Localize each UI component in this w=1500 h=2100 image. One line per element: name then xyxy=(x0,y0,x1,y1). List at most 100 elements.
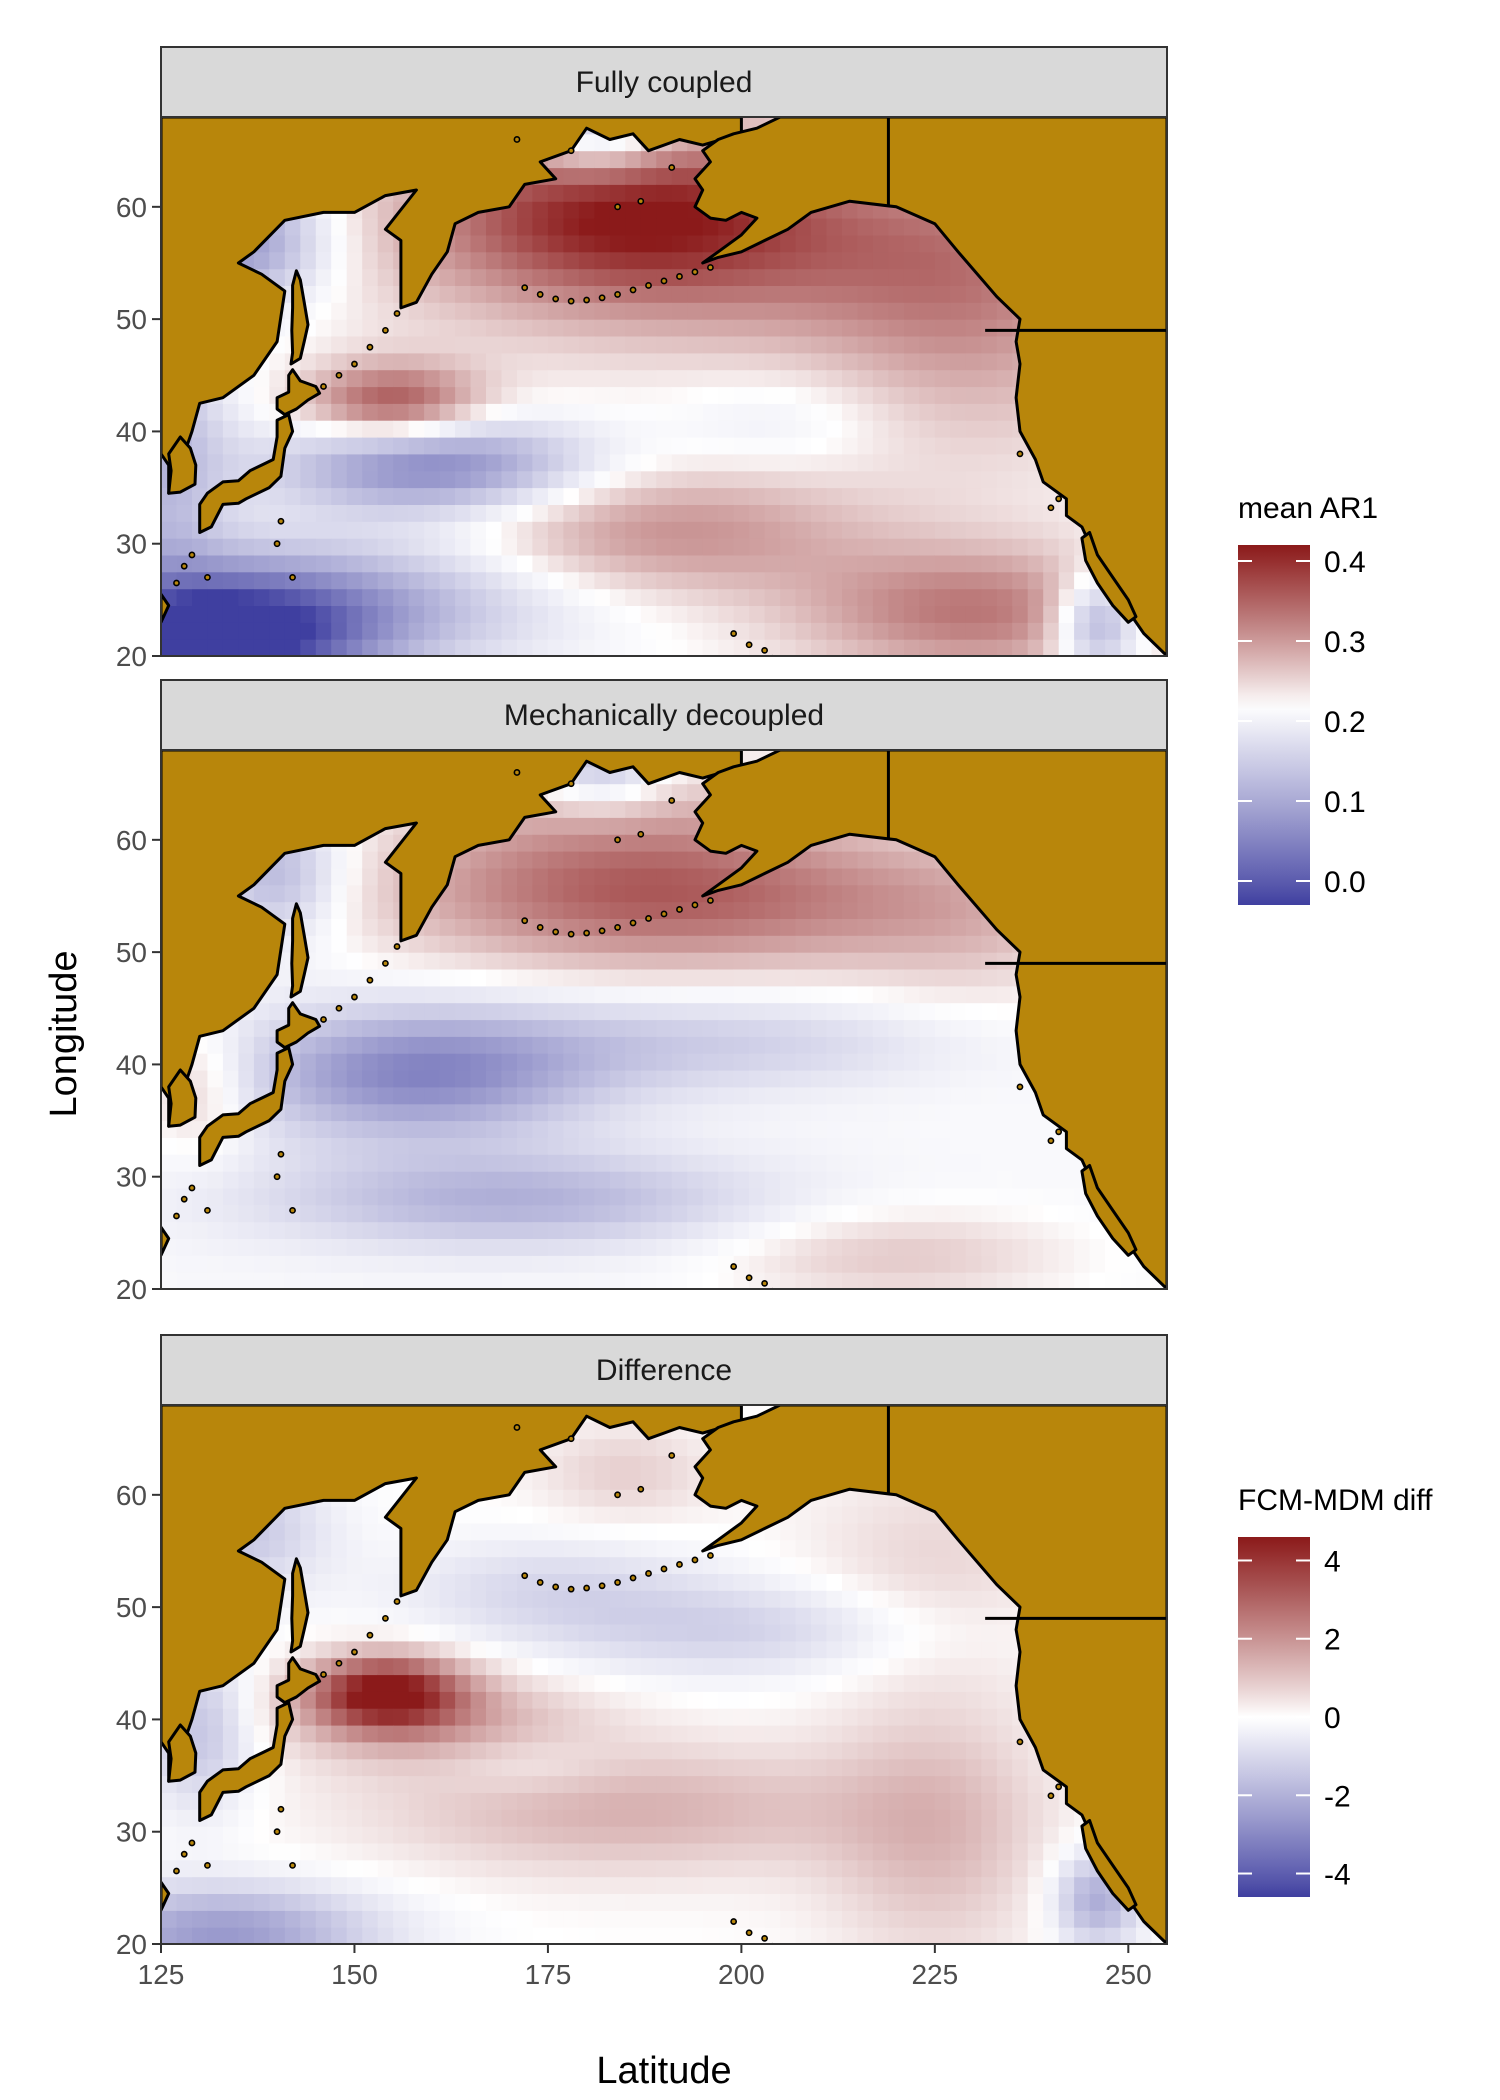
heatmap-cell xyxy=(903,1120,920,1138)
heatmap-cell xyxy=(346,1758,363,1777)
heatmap-cell xyxy=(811,470,828,489)
heatmap-cell xyxy=(656,1070,673,1088)
heatmap-cell xyxy=(269,1120,286,1138)
heatmap-cell xyxy=(455,437,472,455)
heatmap-cell xyxy=(733,901,750,919)
heatmap-cell xyxy=(1089,1272,1106,1289)
heatmap-cell xyxy=(795,1154,812,1172)
heatmap-cell xyxy=(393,1775,410,1793)
heatmap-cell xyxy=(486,1826,503,1844)
heatmap-cell xyxy=(919,336,936,354)
heatmap-cell xyxy=(826,234,843,253)
heatmap-cell xyxy=(284,470,301,489)
heatmap-cell xyxy=(780,251,797,270)
heatmap-cell xyxy=(331,884,348,903)
heatmap-cell xyxy=(362,285,379,303)
heatmap-cell xyxy=(594,470,611,489)
heatmap-cell xyxy=(656,1204,673,1223)
heatmap-cell xyxy=(470,1826,487,1844)
heatmap-cell xyxy=(253,1859,270,1878)
heatmap-cell xyxy=(687,622,704,640)
island xyxy=(366,976,374,984)
heatmap-cell xyxy=(733,639,750,656)
heatmap-cell xyxy=(1058,605,1075,623)
heatmap-cell xyxy=(811,487,828,505)
heatmap-cell xyxy=(857,1120,874,1138)
heatmap-cell xyxy=(192,1910,209,1928)
heatmap-cell xyxy=(377,969,394,987)
heatmap-cell xyxy=(455,1842,472,1861)
heatmap-cell xyxy=(455,1036,472,1054)
heatmap-cell xyxy=(872,1103,889,1122)
heatmap-cell xyxy=(780,319,797,337)
heatmap-cell xyxy=(486,352,503,371)
heatmap-cell xyxy=(346,1842,363,1861)
heatmap-cell xyxy=(176,605,193,623)
heatmap-cell xyxy=(238,1086,255,1105)
heatmap-cell xyxy=(609,386,626,404)
heatmap-cell xyxy=(1012,1204,1029,1223)
heatmap-cell xyxy=(656,1154,673,1172)
heatmap-cell xyxy=(517,1238,534,1256)
heatmap-cell xyxy=(656,834,673,852)
heatmap-cell xyxy=(609,901,626,919)
heatmap-cell xyxy=(192,1221,209,1239)
heatmap-cell xyxy=(532,487,549,505)
heatmap-cell xyxy=(981,1070,998,1088)
heatmap-cell xyxy=(702,1002,719,1021)
heatmap-cell xyxy=(578,766,595,785)
heatmap-cell xyxy=(811,901,828,919)
heatmap-cell xyxy=(362,901,379,919)
heatmap-cell xyxy=(795,302,812,320)
heatmap-cell xyxy=(609,1272,626,1289)
heatmap-cell xyxy=(811,453,828,472)
heatmap-cell xyxy=(687,336,704,354)
heatmap-cell xyxy=(950,386,967,404)
heatmap-cell xyxy=(486,867,503,886)
heatmap-cell xyxy=(764,571,781,590)
heatmap-cell xyxy=(811,251,828,270)
heatmap-cell xyxy=(857,1103,874,1122)
heatmap-cell xyxy=(702,1019,719,1037)
heatmap-cell xyxy=(424,622,441,640)
heatmap-cell xyxy=(903,1154,920,1172)
heatmap-cell xyxy=(795,935,812,953)
heatmap-cell xyxy=(656,1187,673,1206)
heatmap-cell xyxy=(300,1725,317,1743)
heatmap-cell xyxy=(594,1002,611,1021)
heatmap-cell xyxy=(222,1809,239,1827)
heatmap-cell xyxy=(547,935,564,953)
heatmap-cell xyxy=(346,1792,363,1810)
heatmap-cell xyxy=(517,834,534,852)
heatmap-cell xyxy=(857,403,874,421)
heatmap-cell xyxy=(393,1204,410,1223)
heatmap-cell xyxy=(222,1187,239,1206)
heatmap-cell xyxy=(362,1842,379,1861)
heatmap-cell xyxy=(733,985,750,1004)
island xyxy=(351,993,358,1001)
heatmap-cell xyxy=(826,571,843,590)
heatmap-cell xyxy=(501,851,518,869)
heatmap-cell xyxy=(950,369,967,388)
heatmap-cell xyxy=(346,1775,363,1793)
heatmap-cell xyxy=(222,1137,239,1155)
heatmap-cell xyxy=(362,1272,379,1289)
heatmap-cell xyxy=(486,1640,503,1659)
island xyxy=(583,929,591,937)
heatmap-cell xyxy=(826,470,843,489)
heatmap-cell xyxy=(207,622,224,640)
heatmap-cell xyxy=(501,571,518,590)
heatmap-cell xyxy=(764,336,781,354)
heatmap-cell xyxy=(315,1120,332,1138)
heatmap-cell xyxy=(1027,487,1044,505)
heatmap-cell xyxy=(377,1238,394,1256)
heatmap-cell xyxy=(455,251,472,270)
heatmap-cell xyxy=(578,184,595,202)
heatmap-cell xyxy=(826,1036,843,1054)
heatmap-cell xyxy=(718,319,735,337)
heatmap-cell xyxy=(486,251,503,270)
heatmap-cell xyxy=(857,1019,874,1037)
heatmap-cell xyxy=(872,935,889,953)
heatmap-cell xyxy=(315,639,332,656)
